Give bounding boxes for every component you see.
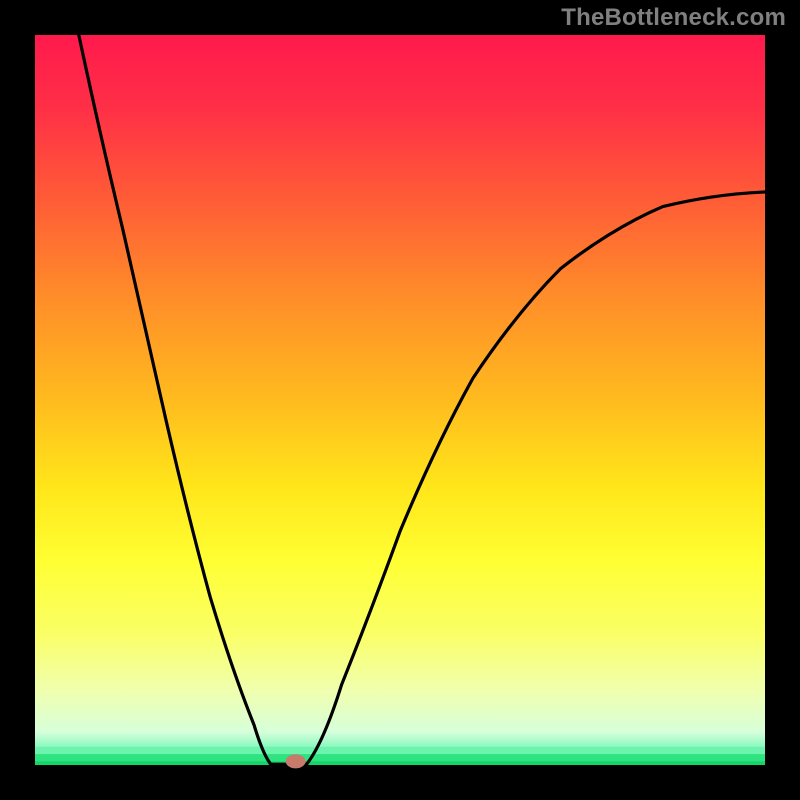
optimum-marker bbox=[286, 754, 306, 768]
plot-background bbox=[35, 35, 765, 765]
chart-svg bbox=[0, 0, 800, 800]
bottom-band-0 bbox=[35, 747, 765, 754]
chart-frame: TheBottleneck.com bbox=[0, 0, 800, 800]
watermark-text: TheBottleneck.com bbox=[561, 4, 786, 32]
bottom-band-1 bbox=[35, 754, 765, 761]
bottom-band-2 bbox=[35, 761, 765, 765]
